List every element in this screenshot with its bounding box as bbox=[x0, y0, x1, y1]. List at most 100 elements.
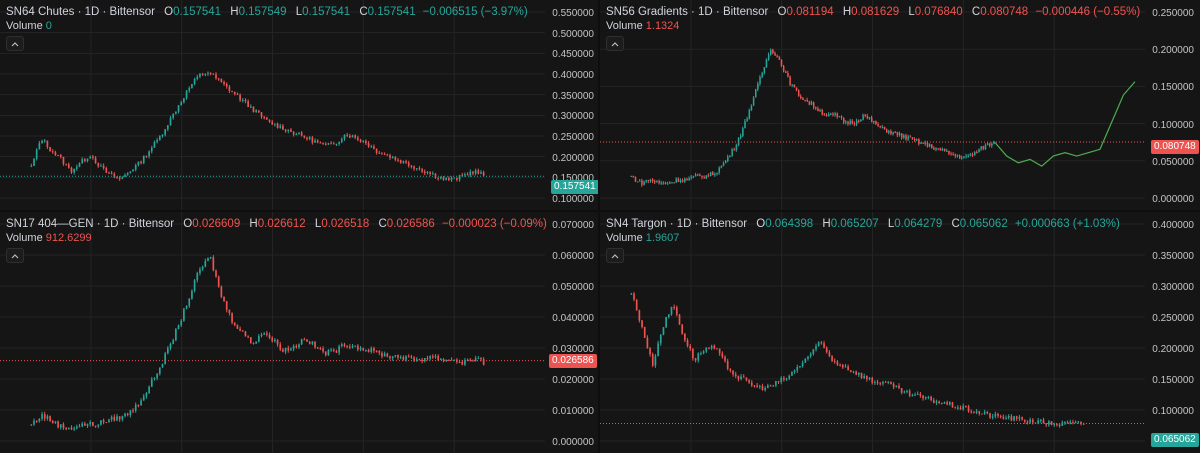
candle-body bbox=[665, 316, 667, 328]
candle-body bbox=[712, 172, 714, 176]
candle-body bbox=[442, 177, 445, 180]
symbol-title[interactable]: SN17 404—GEN · 1D · Bittensor bbox=[6, 218, 175, 230]
candle-body bbox=[249, 106, 252, 108]
candle-body bbox=[662, 327, 665, 335]
collapse-legend-button[interactable] bbox=[606, 36, 624, 51]
candlestick-plot[interactable] bbox=[0, 0, 598, 210]
candle-body bbox=[33, 158, 35, 166]
candle-body bbox=[201, 266, 204, 270]
volume-value: 0 bbox=[45, 20, 52, 32]
chart-pane-sn4[interactable]: SN4 Targon · 1D · Bittensor O0.064398 H0… bbox=[600, 212, 1200, 453]
price-axis[interactable]: 0.250000 0.200000 0.150000 0.100000 0.050000… bbox=[1148, 0, 1194, 210]
candle-body bbox=[737, 375, 740, 380]
candle-body bbox=[169, 343, 172, 349]
candle-body bbox=[183, 308, 185, 321]
candlestick-plot[interactable] bbox=[0, 212, 598, 453]
candle-body bbox=[142, 155, 145, 164]
candle-body bbox=[1066, 422, 1069, 424]
candle-body bbox=[118, 178, 121, 180]
candle-body bbox=[57, 421, 59, 428]
candle-body bbox=[148, 386, 150, 394]
candle-body bbox=[453, 359, 456, 361]
pane-divider-vertical[interactable] bbox=[598, 0, 600, 453]
candle-body bbox=[207, 258, 209, 262]
candle-body bbox=[142, 396, 145, 401]
candle-body bbox=[381, 153, 383, 155]
candle-body bbox=[316, 140, 319, 143]
candle-body bbox=[311, 137, 314, 143]
price-axis[interactable]: 0.070000 0.060000 0.050000 0.040000 0.030000… bbox=[548, 212, 594, 453]
candle-body bbox=[795, 87, 798, 91]
price-axis-tick: 0.150000 bbox=[552, 173, 594, 185]
collapse-legend-button[interactable] bbox=[606, 248, 624, 263]
candle-body bbox=[699, 175, 701, 177]
candle-body bbox=[431, 173, 434, 175]
candle-body bbox=[881, 126, 884, 128]
candle-body bbox=[911, 395, 914, 397]
candlestick-plot[interactable] bbox=[600, 212, 1200, 453]
candle-body bbox=[724, 161, 727, 164]
candle-body bbox=[873, 121, 875, 123]
candle-body bbox=[970, 411, 973, 413]
candle-body bbox=[746, 118, 748, 121]
price-axis-tick: 0.010000 bbox=[552, 406, 594, 417]
candle-body bbox=[750, 382, 753, 386]
candle-body bbox=[932, 400, 935, 403]
candle-body bbox=[402, 161, 405, 163]
candle-body bbox=[785, 378, 788, 380]
collapse-legend-button[interactable] bbox=[6, 248, 24, 263]
candle-body bbox=[212, 257, 215, 271]
chart-pane-sn17[interactable]: SN17 404—GEN · 1D · Bittensor O0.026609 … bbox=[0, 212, 598, 453]
candle-body bbox=[940, 402, 943, 404]
candle-body bbox=[892, 383, 895, 387]
legend: SN17 404—GEN · 1D · Bittensor O0.026609 … bbox=[6, 216, 547, 232]
candle-body bbox=[948, 150, 950, 154]
candle-body bbox=[472, 360, 474, 362]
price-axis[interactable]: 0.550000 0.500000 0.450000 0.400000 0.350000… bbox=[548, 0, 594, 210]
candle-body bbox=[466, 174, 469, 176]
volume-label: Volume bbox=[606, 232, 643, 244]
candle-body bbox=[919, 393, 922, 396]
candle-body bbox=[145, 155, 148, 157]
candle-body bbox=[340, 138, 343, 142]
candle-body bbox=[391, 156, 394, 158]
symbol-title[interactable]: SN64 Chutes · 1D · Bittensor bbox=[6, 6, 155, 18]
candle-body bbox=[351, 346, 354, 348]
pane-divider-horizontal[interactable] bbox=[0, 210, 1200, 212]
chart-pane-sn56[interactable]: SN56 Gradients · 1D · Bittensor O0.08119… bbox=[600, 0, 1200, 210]
candle-body bbox=[458, 361, 461, 363]
symbol-title[interactable]: SN56 Gradients · 1D · Bittensor bbox=[606, 6, 769, 18]
candle-body bbox=[482, 172, 485, 176]
candle-body bbox=[383, 353, 386, 357]
candle-body bbox=[445, 359, 448, 361]
candle-body bbox=[776, 55, 778, 58]
candle-body bbox=[295, 134, 298, 136]
candle-body bbox=[909, 136, 912, 138]
candle-body bbox=[437, 356, 439, 360]
candle-body bbox=[916, 139, 918, 141]
symbol-title[interactable]: SN4 Targon · 1D · Bittensor bbox=[606, 218, 748, 230]
close-label: C bbox=[359, 6, 368, 18]
candle-body bbox=[774, 53, 776, 56]
candle-body bbox=[639, 180, 641, 182]
chart-pane-sn64[interactable]: SN64 Chutes · 1D · Bittensor O0.157541 H… bbox=[0, 0, 598, 210]
candle-body bbox=[933, 148, 935, 150]
candle-body bbox=[937, 148, 940, 150]
price-axis-tick: 0.000000 bbox=[552, 437, 594, 448]
candle-body bbox=[137, 161, 140, 166]
collapse-legend-button[interactable] bbox=[6, 36, 24, 51]
candle-body bbox=[223, 81, 225, 84]
candle-body bbox=[399, 159, 402, 163]
volume-row: Volume 0 bbox=[6, 19, 52, 33]
candlestick-plot[interactable] bbox=[600, 0, 1200, 210]
candle-body bbox=[46, 140, 49, 147]
candle-body bbox=[956, 155, 959, 157]
candle-body bbox=[260, 334, 263, 337]
candle-body bbox=[636, 181, 639, 183]
price-axis[interactable]: 0.400000 0.350000 0.300000 0.250000 0.200000… bbox=[1148, 212, 1194, 453]
chevron-up-icon bbox=[611, 253, 619, 258]
candle-body bbox=[825, 347, 828, 353]
candle-body bbox=[49, 146, 51, 152]
candle-body bbox=[185, 90, 188, 99]
candle-body bbox=[84, 423, 86, 426]
